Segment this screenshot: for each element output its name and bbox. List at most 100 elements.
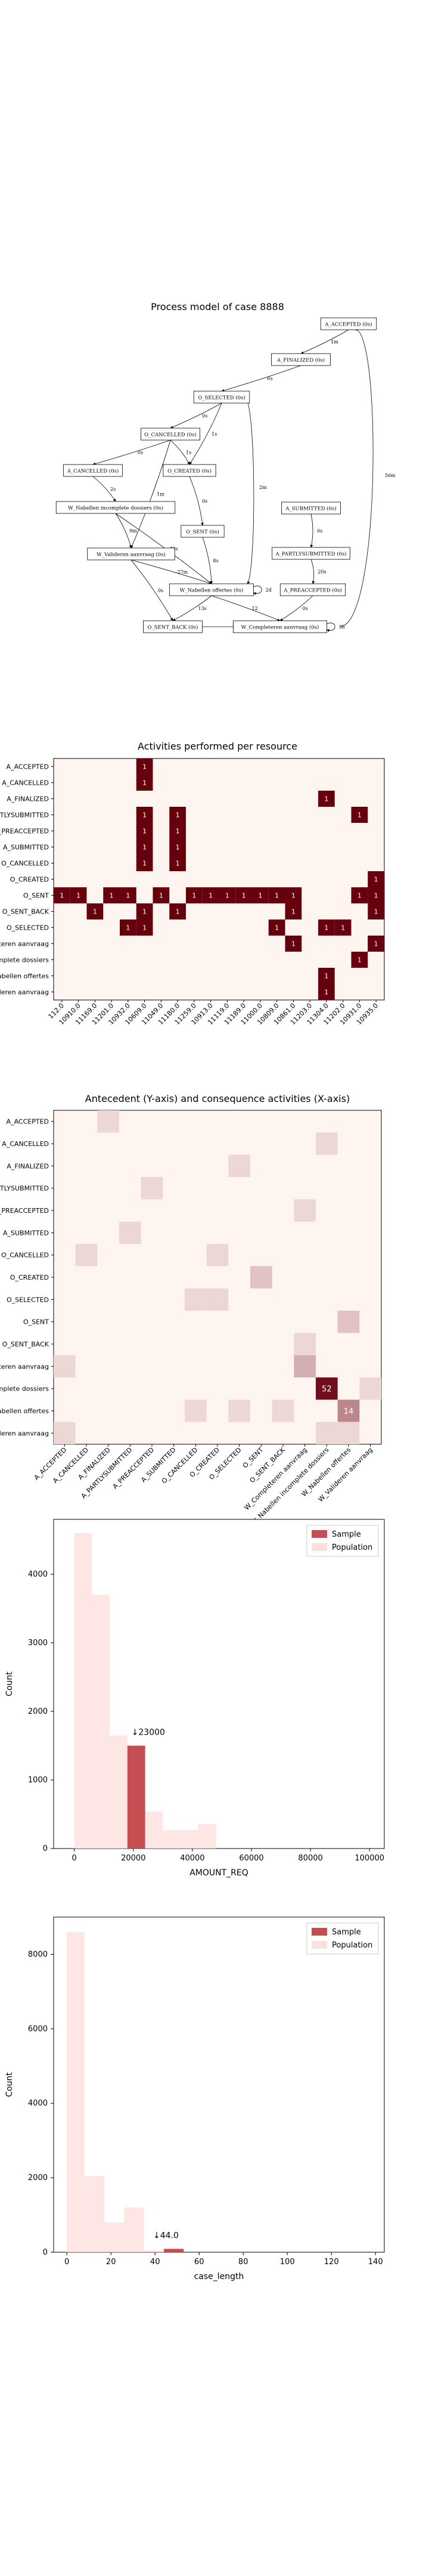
heatmap-cell-rect: [136, 807, 153, 823]
heatmap-cell: [294, 1333, 316, 1355]
heatmap-cell-rect: [351, 807, 368, 823]
resource-heatmap-row-label: A_PARTLYSUBMITTED: [0, 812, 49, 819]
heatmap-cell: [337, 1311, 360, 1333]
x-tick-label: 80: [238, 2258, 248, 2267]
heatmap-cell-value: 1: [291, 892, 296, 900]
population-bar: [74, 1533, 92, 1849]
heatmap-cell-rect: [359, 1377, 381, 1400]
legend-swatch: [312, 1941, 327, 1949]
heatmap-cell: 1: [318, 984, 335, 1000]
heatmap-cell: 1: [368, 887, 384, 903]
heatmap-cell-rect: [294, 1355, 316, 1377]
heatmap-cell-rect: [228, 1400, 250, 1422]
population-bar: [145, 1811, 163, 1849]
heatmap-cell-value: 1: [258, 892, 262, 900]
process-edge-label: 56m: [385, 473, 396, 478]
heatmap-cell-value: 1: [291, 940, 296, 948]
heatmap-cell-value: 1: [176, 908, 180, 916]
heatmap-cell: [316, 1377, 338, 1400]
legend-swatch: [312, 1928, 327, 1936]
process-node: A_SUBMITTED (0s): [281, 501, 341, 515]
heatmap-cell: [294, 1199, 316, 1222]
process-model-title: Process model of case 8888: [151, 301, 284, 312]
heatmap-cell-value: 1: [209, 892, 213, 900]
process-model-graph: Process model of case 8888 1m 6s 0s 1s 0s 1s 1…: [55, 301, 396, 633]
transition-heatmap-row-label: O_SENT: [23, 1318, 49, 1326]
heatmap-cell-value: 1: [341, 924, 345, 932]
process-edge: 1m: [130, 439, 171, 549]
process-edge-label: 9m: [129, 528, 137, 534]
resource-heatmap-row-label: A_PREACCEPTED: [0, 828, 49, 835]
heatmap-cell: 1: [136, 775, 153, 791]
resource-heatmap-row-label: W_Completeren aanvraag: [0, 940, 49, 948]
process-edge-label: 0s: [303, 606, 308, 611]
heatmap-cell-rect: [185, 1400, 207, 1422]
heatmap-cell-rect: [250, 1266, 272, 1289]
process-node-label: O_CANCELLED (0s): [144, 432, 196, 438]
heatmap-cell: 1: [334, 919, 352, 936]
process-node: O_SENT (0s): [181, 525, 225, 538]
heatmap-cell-rect: [185, 1288, 207, 1311]
heatmap-cell-rect: [368, 936, 384, 952]
heatmap-cell-rect: [202, 887, 219, 903]
heatmap-cell: [75, 1244, 98, 1267]
sample-bar: [127, 1745, 145, 1849]
heatmap-cell-rect: [186, 887, 203, 903]
x-tick-label: 60000: [239, 1854, 263, 1863]
heatmap-cell: 1: [235, 887, 252, 903]
process-edge: 12: [211, 595, 281, 621]
heatmap-cell-value: 1: [374, 908, 378, 916]
process-node-label: A_ACCEPTED (0s): [324, 321, 372, 328]
heatmap-cell-rect: [169, 807, 186, 823]
heatmap-cell-value: 1: [142, 779, 147, 787]
process-node-label: W_Nabellen offertes (0s): [180, 587, 244, 594]
transition-heatmap-title: Antecedent (Y-axis) and consequence acti…: [85, 1093, 350, 1104]
heatmap-cell-value: 1: [142, 924, 147, 932]
process-edge: 0s: [189, 476, 207, 526]
legend-label: Sample: [332, 1928, 361, 1937]
process-node-box: [55, 501, 176, 514]
process-edge-line: [245, 397, 254, 584]
resource-heatmap-row-label: W_Nabellen offertes: [0, 973, 49, 980]
process-edge: 13s: [172, 595, 212, 621]
y-tick-label: 0: [43, 2248, 48, 2257]
sample-annotation: ↓44.0: [153, 2231, 179, 2240]
heatmap-cell: 1: [169, 823, 186, 839]
heatmap-cell-value: 1: [142, 763, 147, 771]
process-edge-line: [189, 402, 222, 465]
heatmap-cell: [316, 1422, 338, 1444]
population-bar: [104, 2222, 125, 2252]
heatmap-cell: [359, 1377, 381, 1400]
heatmap-cell: [337, 1422, 360, 1444]
process-node-box: [181, 525, 225, 538]
heatmap-cell-rect: [169, 839, 186, 855]
y-tick-label: 6000: [28, 2024, 48, 2033]
process-edge: 2s: [92, 476, 116, 502]
process-edge: 56m: [339, 327, 396, 627]
heatmap-cell-value: 1: [93, 908, 97, 916]
heatmap-cell-rect: [368, 903, 384, 919]
resource-heatmap: Activities performed per resource 1 1 1 1 1 1…: [0, 741, 385, 1026]
population-bar: [67, 1931, 85, 2252]
resource-heatmap-row-label: O_CREATED: [10, 876, 49, 884]
heatmap-cell-rect: [103, 887, 120, 903]
x-tick-label: 60: [194, 2258, 204, 2267]
heatmap-cell-value: 1: [374, 892, 378, 900]
heatmap-cell-value: 1: [242, 892, 246, 900]
process-edge-line: [327, 623, 335, 632]
process-edge: 0s: [310, 513, 322, 548]
process-edge-label: 0s: [158, 588, 163, 593]
process-node: O_CANCELLED (0s): [141, 428, 200, 441]
transition-heatmap-col-label: W_Nabellen incomplete dossiers: [250, 1446, 331, 1527]
heatmap-cell: 1: [136, 758, 153, 775]
heatmap-cell-rect: [136, 823, 153, 839]
y-tick-label: 4000: [28, 2099, 48, 2108]
process-node: A_FINALIZED (0s): [271, 353, 331, 366]
heatmap-cell-value: 1: [374, 940, 378, 948]
transition-heatmap-row-label: W_Completeren aanvraag: [0, 1363, 49, 1370]
y-axis-label: Count: [5, 1671, 14, 1696]
heatmap-cell: 1: [268, 919, 285, 936]
heatmap-cell: 1: [318, 919, 335, 936]
heatmap-cell: [228, 1400, 250, 1422]
resource-heatmap-row-label: O_SELECTED: [7, 924, 49, 932]
